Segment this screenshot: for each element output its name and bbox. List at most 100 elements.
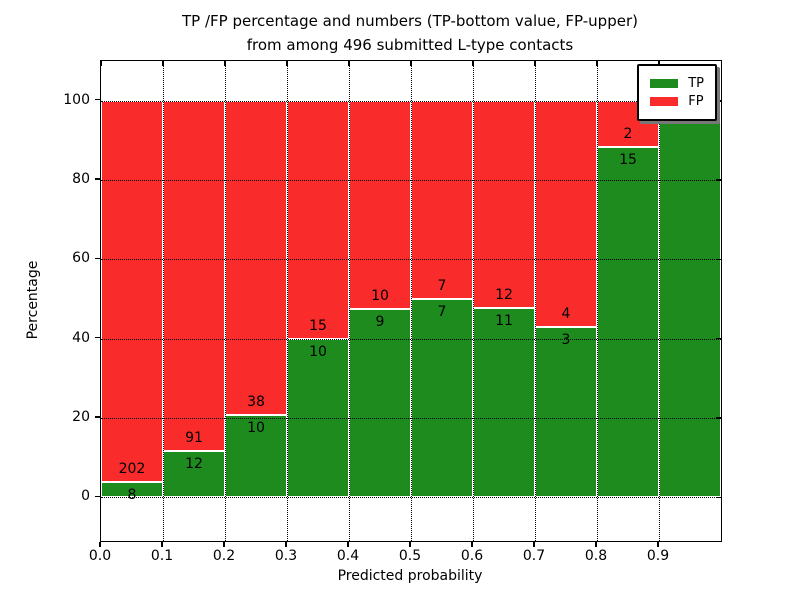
x-tick-label: 0.5 — [398, 548, 422, 564]
tp-count-label: 7 — [437, 304, 447, 321]
v-gridline — [225, 61, 226, 541]
legend-label-tp: TP — [688, 76, 704, 91]
y-tick-left — [95, 495, 100, 498]
x-tick-bottom — [99, 541, 101, 547]
v-gridline — [535, 61, 536, 541]
x-tick-label: 0.8 — [584, 548, 608, 564]
tp-count-label: 10 — [309, 343, 327, 360]
x-tick-label: 0.2 — [212, 548, 236, 564]
x-tick-top — [100, 61, 102, 66]
y-tick-right — [716, 258, 721, 261]
x-tick-label: 0.7 — [522, 548, 546, 564]
bar-segment-tp — [535, 327, 597, 498]
x-axis-label: Predicted probability — [337, 568, 483, 584]
x-tick-bottom — [409, 541, 411, 547]
y-tick-left — [95, 336, 100, 339]
fp-count-label: 38 — [247, 393, 265, 410]
tp-count-label: 15 — [619, 152, 637, 169]
y-tick-right — [716, 179, 721, 181]
y-tick-label: 20 — [72, 409, 90, 426]
bar-segment-tp — [163, 451, 225, 498]
bar-segment-tp — [101, 482, 163, 498]
v-gridline — [411, 61, 412, 541]
x-tick-bottom — [595, 541, 597, 547]
v-gridline — [473, 61, 474, 541]
bar-segment-fp — [287, 100, 349, 339]
chart-title-line1: TP /FP percentage and numbers (TP-bottom… — [182, 12, 638, 30]
y-tick-left — [95, 416, 100, 418]
x-tick-bottom — [471, 541, 473, 547]
x-tick-bottom — [285, 541, 287, 547]
x-tick-label: 0.9 — [646, 548, 670, 564]
y-tick-left — [95, 178, 100, 180]
v-gridline — [163, 61, 164, 541]
bar-segment-tp — [597, 147, 659, 498]
bar-segment-fp — [101, 100, 163, 483]
tp-count-label: 11 — [495, 312, 513, 329]
fp-count-label: 10 — [371, 288, 389, 305]
legend-item-tp: TP — [650, 76, 704, 91]
x-tick-label: 0.0 — [88, 548, 112, 564]
x-tick-bottom — [347, 541, 349, 547]
tp-count-label: 9 — [375, 314, 385, 331]
plot-area: 20289112381015101097712114321530 — [100, 60, 722, 542]
bar-segment-fp — [163, 100, 225, 452]
x-tick-label: 0.3 — [274, 548, 298, 564]
x-tick-top — [410, 61, 412, 66]
x-tick-top — [596, 61, 598, 66]
y-tick-label: 80 — [72, 171, 90, 187]
x-tick-top — [348, 61, 350, 66]
v-gridline — [287, 61, 288, 541]
x-tick-label: 0.1 — [150, 548, 174, 564]
tp-count-label: 10 — [247, 419, 265, 436]
y-tick-label: 60 — [72, 250, 90, 267]
fp-count-label: 4 — [561, 306, 571, 323]
x-tick-bottom — [161, 541, 163, 547]
x-tick-bottom — [223, 541, 225, 547]
fp-count-label: 2 — [623, 126, 633, 143]
bar-segment-tp — [473, 307, 535, 498]
fp-count-label: 15 — [309, 317, 327, 334]
fp-count-label: 7 — [437, 278, 447, 295]
bar-segment-tp — [349, 309, 411, 498]
x-tick-top — [286, 61, 288, 66]
fp-count-label: 202 — [118, 461, 146, 478]
fp-count-label: 91 — [185, 430, 203, 447]
bar-segment-fp — [349, 100, 411, 310]
y-tick-left — [95, 98, 100, 101]
y-tick-label: 40 — [72, 329, 90, 346]
y-tick-right — [716, 417, 721, 419]
x-tick-top — [534, 61, 536, 66]
legend-label-fp: FP — [688, 94, 704, 109]
bar-segment-tp — [411, 299, 473, 498]
x-tick-top — [224, 61, 226, 66]
chart-title: TP /FP percentage and numbers (TP-bottom… — [100, 9, 720, 57]
y-tick-right — [716, 99, 721, 102]
y-tick-right — [716, 337, 721, 340]
bar-segment-tp — [659, 100, 721, 498]
y-axis-label: Percentage — [25, 260, 41, 340]
v-gridline — [659, 61, 660, 541]
y-tick-left — [95, 257, 100, 260]
x-tick-label: 0.4 — [336, 548, 360, 564]
v-gridline — [597, 61, 598, 541]
bar-segment-tp — [225, 414, 287, 498]
bar-segment-fp — [411, 100, 473, 299]
y-tick-label: 100 — [63, 91, 90, 108]
legend-swatch-tp-icon — [650, 79, 679, 88]
bar-segment-fp — [535, 100, 597, 328]
y-tick-label: 0 — [81, 488, 90, 505]
legend-item-fp: FP — [650, 94, 704, 109]
y-tick-right — [716, 496, 721, 499]
tp-count-label: 3 — [561, 332, 571, 349]
v-gridline — [349, 61, 350, 541]
legend: TP FP — [637, 64, 717, 121]
tp-count-label: 12 — [185, 456, 203, 473]
fp-count-label: 12 — [495, 286, 513, 303]
x-tick-bottom — [533, 541, 535, 547]
x-tick-label: 0.6 — [460, 548, 484, 564]
x-tick-top — [162, 61, 164, 66]
bar-segment-tp — [287, 338, 349, 498]
x-tick-bottom — [657, 541, 659, 547]
